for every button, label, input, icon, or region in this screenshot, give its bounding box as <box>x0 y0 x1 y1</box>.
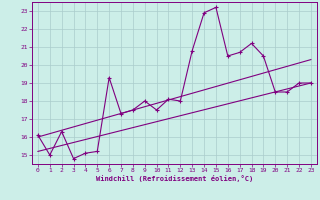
X-axis label: Windchill (Refroidissement éolien,°C): Windchill (Refroidissement éolien,°C) <box>96 175 253 182</box>
